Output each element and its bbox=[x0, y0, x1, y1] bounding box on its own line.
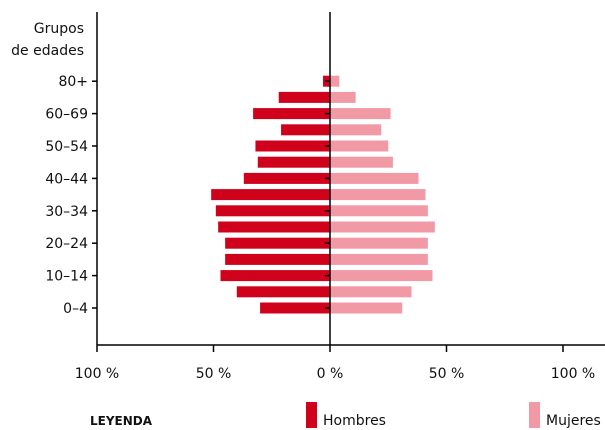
bar-mujeres-0–4 bbox=[330, 302, 403, 314]
age-tick-label: 50–54 bbox=[45, 139, 88, 155]
age-tick-labels: 80+ 60–69 50–54 40–44 30–34 20–24 10–14 0–4 bbox=[45, 74, 88, 317]
bar-hombres-50–54 bbox=[255, 140, 330, 152]
age-tick-label: 30–34 bbox=[45, 204, 88, 220]
age-tick-label: 20–24 bbox=[45, 236, 88, 252]
bar-mujeres-80+ bbox=[330, 75, 340, 87]
bar-mujeres-50–54 bbox=[330, 140, 389, 152]
bar-mujeres-40–44 bbox=[330, 172, 419, 184]
age-tick-label: 10–14 bbox=[45, 269, 88, 285]
bar-mujeres-35–39 bbox=[330, 189, 426, 201]
legend-label-mujeres: Mujeres bbox=[546, 413, 601, 429]
age-tick-label: 80+ bbox=[58, 74, 88, 90]
x-tick-label: 50 % bbox=[196, 366, 232, 382]
bar-hombres-10–14 bbox=[220, 270, 330, 282]
bar-hombres-25–29 bbox=[218, 221, 330, 233]
bar-mujeres-20–24 bbox=[330, 237, 428, 249]
bar-hombres-0–4 bbox=[260, 302, 330, 314]
y-axis-title-line-1: Grupos bbox=[34, 21, 84, 37]
bar-mujeres-10–14 bbox=[330, 270, 433, 282]
x-tick-label: 0 % bbox=[317, 366, 344, 382]
age-tick-label: 60–69 bbox=[45, 107, 88, 123]
bar-mujeres-70–79 bbox=[330, 91, 356, 103]
axes-group bbox=[92, 12, 605, 352]
bar-hombres-15–19 bbox=[225, 253, 330, 265]
legend-label-hombres: Hombres bbox=[323, 413, 386, 429]
legend-swatch-mujeres bbox=[529, 402, 540, 428]
bar-hombres-55–59 bbox=[281, 124, 330, 136]
bar-mujeres-30–34 bbox=[330, 205, 428, 217]
age-tick-label: 40–44 bbox=[45, 171, 88, 187]
legend-swatch-hombres bbox=[306, 402, 317, 428]
bar-hombres-40–44 bbox=[243, 172, 330, 184]
x-tick-label: 100 % bbox=[75, 366, 119, 382]
bar-hombres-45–49 bbox=[257, 156, 330, 168]
legend: LEYENDA Hombres Mujeres bbox=[90, 402, 601, 429]
legend-title: LEYENDA bbox=[90, 414, 153, 428]
bars-group bbox=[211, 75, 435, 314]
x-tick-labels: 100 % 50 % 0 % 50 % 100 % bbox=[75, 366, 595, 382]
bar-mujeres-15–19 bbox=[330, 253, 428, 265]
age-tick-label: 0–4 bbox=[63, 301, 88, 317]
bar-hombres-35–39 bbox=[211, 189, 330, 201]
bar-mujeres-25–29 bbox=[330, 221, 435, 233]
bar-mujeres-60–69 bbox=[330, 108, 391, 120]
bar-mujeres-55–59 bbox=[330, 124, 382, 136]
bar-hombres-30–34 bbox=[215, 205, 330, 217]
bar-hombres-20–24 bbox=[225, 237, 330, 249]
x-tick-label: 100 % bbox=[551, 366, 595, 382]
bar-hombres-70–79 bbox=[278, 91, 330, 103]
y-axis-title-line-2: de edades bbox=[11, 43, 84, 59]
bar-hombres-60–69 bbox=[253, 108, 330, 120]
bar-hombres-5–9 bbox=[236, 286, 330, 298]
bar-mujeres-45–49 bbox=[330, 156, 393, 168]
x-tick-label: 50 % bbox=[429, 366, 465, 382]
bar-mujeres-5–9 bbox=[330, 286, 412, 298]
